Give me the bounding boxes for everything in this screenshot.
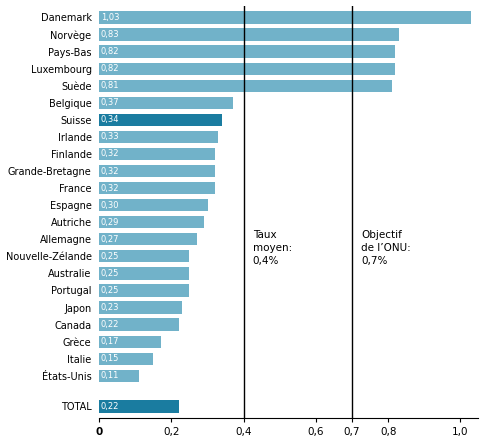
Text: 0,22: 0,22 [101, 320, 119, 329]
Text: 0,29: 0,29 [101, 218, 119, 227]
Text: 0,23: 0,23 [101, 303, 119, 312]
Bar [99, 148, 215, 160]
Bar [99, 284, 190, 297]
Bar [99, 199, 208, 211]
Bar [99, 250, 190, 263]
Bar [99, 62, 395, 75]
Text: 1,03: 1,03 [101, 13, 119, 22]
Text: 0,81: 0,81 [101, 81, 119, 90]
Bar [99, 233, 197, 245]
Text: 0,32: 0,32 [101, 183, 119, 193]
Text: 0,83: 0,83 [101, 30, 119, 39]
Text: 0,33: 0,33 [101, 132, 119, 141]
Bar [99, 319, 179, 331]
Bar [99, 301, 182, 314]
Text: 0,37: 0,37 [101, 98, 119, 107]
Bar [99, 182, 215, 194]
Text: 0,15: 0,15 [101, 354, 119, 363]
Bar [99, 353, 153, 365]
Bar [99, 114, 222, 126]
Bar [99, 97, 233, 109]
Bar [99, 131, 218, 143]
Bar [99, 80, 392, 92]
Bar [99, 267, 190, 280]
Text: 0,32: 0,32 [101, 149, 119, 159]
Text: 0,25: 0,25 [101, 269, 119, 278]
Text: 0,82: 0,82 [101, 47, 119, 56]
Text: 0,82: 0,82 [101, 64, 119, 73]
Text: 0,30: 0,30 [101, 201, 119, 210]
Bar [99, 400, 179, 412]
Text: 0,27: 0,27 [101, 235, 119, 244]
Text: 0,17: 0,17 [101, 337, 119, 346]
Bar [99, 28, 399, 41]
Bar [99, 335, 161, 348]
Text: Taux
moyen:
0,4%: Taux moyen: 0,4% [253, 229, 292, 266]
Text: 0,32: 0,32 [101, 167, 119, 175]
Bar [99, 12, 471, 23]
Text: 0,11: 0,11 [101, 371, 119, 380]
Text: 0,25: 0,25 [101, 252, 119, 261]
Text: 0,22: 0,22 [101, 402, 119, 411]
Bar [99, 216, 204, 228]
Text: 0,34: 0,34 [101, 115, 119, 124]
Text: Objectif
de l’ONU:
0,7%: Objectif de l’ONU: 0,7% [361, 229, 411, 266]
Bar [99, 165, 215, 177]
Text: 0,25: 0,25 [101, 286, 119, 295]
Bar [99, 46, 395, 58]
Bar [99, 369, 139, 382]
